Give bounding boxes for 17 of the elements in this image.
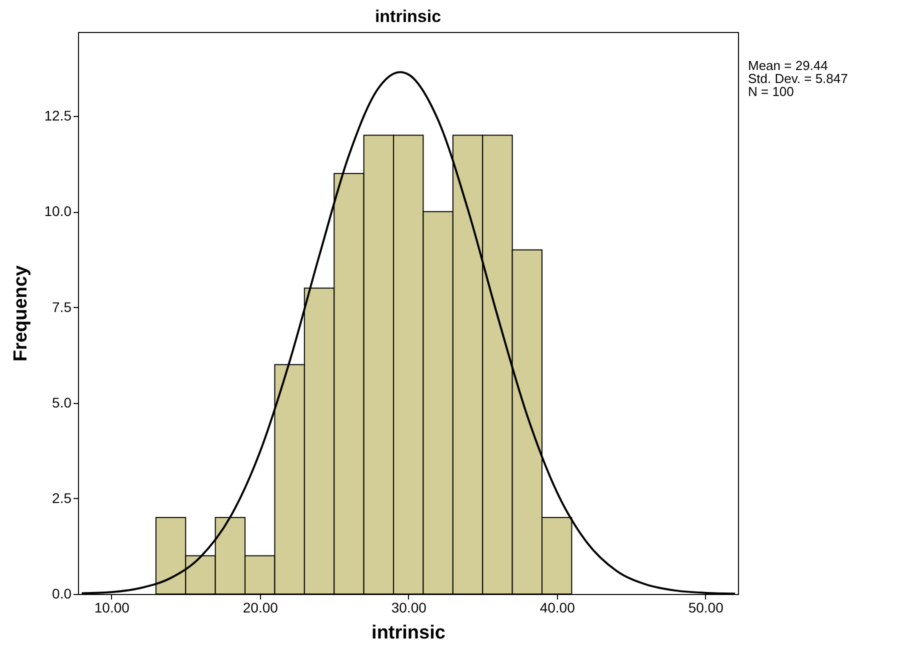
x-axis-title: intrinsic — [372, 622, 446, 644]
text: Mean = 29.44 — [748, 58, 828, 73]
text: N = 100 — [748, 84, 794, 99]
x-tick-label: 40.00 — [540, 600, 576, 616]
y-axis-title: Frequency — [10, 265, 32, 362]
y-tick-label: 7.5 — [52, 298, 72, 315]
text: Std. Dev. = 5.847 — [748, 71, 848, 86]
y-tick-label: 2.5 — [52, 490, 72, 506]
x-tick-label: 30.00 — [391, 600, 427, 616]
chart-title: intrinsic — [374, 7, 442, 26]
x-tick-label: 10.00 — [94, 600, 130, 616]
x-tick-label: 20.00 — [242, 600, 278, 616]
x-tick-label: 50.00 — [688, 600, 724, 616]
y-tick-label: 5.0 — [52, 394, 72, 410]
y-tick-label: 0.0 — [52, 586, 72, 602]
y-tick-label: 12.5 — [44, 108, 72, 124]
y-tick-label: 10.0 — [44, 203, 72, 220]
